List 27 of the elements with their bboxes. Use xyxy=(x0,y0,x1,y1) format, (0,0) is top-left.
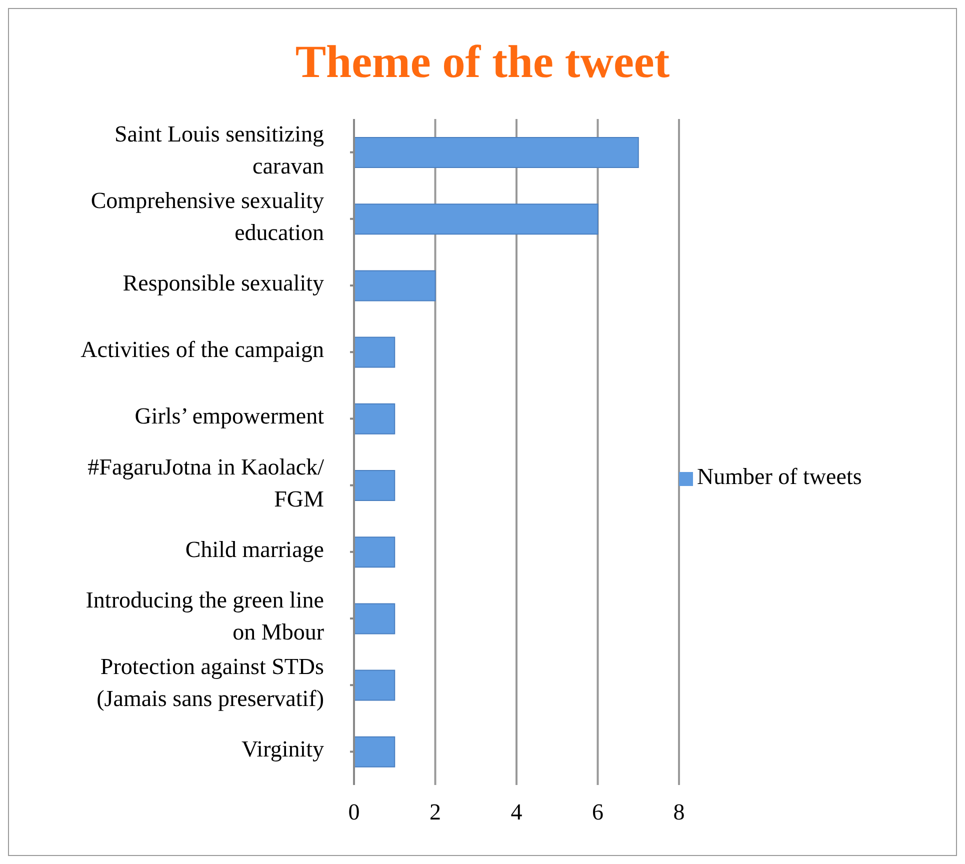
bar xyxy=(354,670,396,701)
y-tick-label: Protection against STDs (Jamais sans preservatif) xyxy=(96,654,324,712)
x-tick-label: 6 xyxy=(592,799,604,824)
bar xyxy=(354,403,396,434)
y-tick-label: Girls’ empowerment xyxy=(134,404,325,429)
y-tick-label: Responsible sexuality xyxy=(122,270,324,296)
chart-title: Theme of the tweet xyxy=(294,35,671,89)
x-tick-label: 2 xyxy=(430,799,441,824)
x-tick-label: 4 xyxy=(510,799,523,824)
bar xyxy=(354,270,436,302)
bar xyxy=(354,136,639,168)
y-tick-label: Saint Louis sensitizing caravan xyxy=(114,122,324,179)
y-tick-label: #FagaruJotna in Kaolack/ FGM xyxy=(88,454,325,512)
bar xyxy=(354,603,396,634)
x-tick-label: 8 xyxy=(673,799,685,824)
legend-label: Number of tweets xyxy=(697,464,862,489)
bar xyxy=(354,736,396,768)
y-tick-label: Virginity xyxy=(241,736,324,762)
x-tick-label: 0 xyxy=(348,799,360,824)
y-tick-label: Introducing the green line on Mbour xyxy=(86,588,324,645)
bar xyxy=(354,536,396,568)
bar xyxy=(354,470,396,501)
bar xyxy=(354,336,396,368)
y-tick-label: Child marriage xyxy=(185,537,324,562)
y-tick-label: Activities of the campaign xyxy=(80,337,324,362)
y-tick-label: Comprehensive sexuality education xyxy=(90,188,324,246)
bar xyxy=(354,204,598,235)
